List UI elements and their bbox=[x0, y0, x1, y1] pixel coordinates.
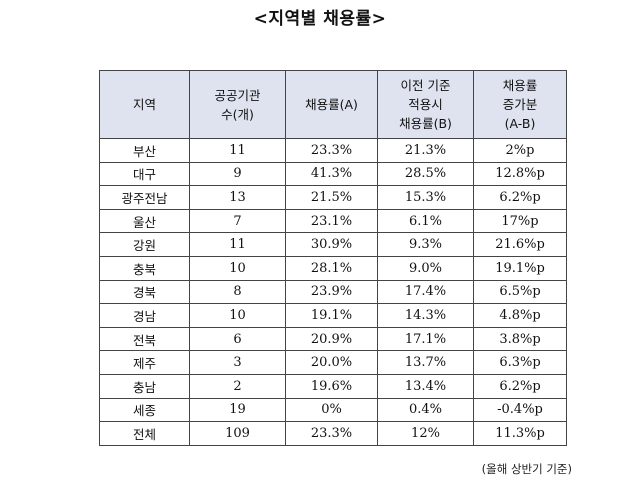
cell-hiring-rate-b: 9.0% bbox=[377, 255, 474, 281]
cell-agency-count: 2 bbox=[189, 373, 286, 399]
cell-hiring-rate-b: 17.4% bbox=[377, 279, 474, 305]
cell-agency-count: 11 bbox=[189, 138, 286, 163]
cell-rate-increase: -0.4%p bbox=[473, 397, 567, 423]
cell-hiring-rate-a: 41.3% bbox=[285, 161, 378, 187]
table-row: 전북 6 20.9% 17.1% 3.8%p bbox=[99, 326, 567, 352]
cell-rate-increase: 12.8%p bbox=[473, 161, 567, 187]
table-row: 경남 10 19.1% 14.3% 4.8%p bbox=[99, 303, 567, 328]
cell-agency-count: 109 bbox=[189, 421, 286, 446]
cell-hiring-rate-a: 19.1% bbox=[285, 303, 378, 328]
table-row: 강원 11 30.9% 9.3% 21.6%p bbox=[99, 232, 567, 257]
cell-rate-increase: 6.3%p bbox=[473, 350, 567, 375]
cell-hiring-rate-b: 0.4% bbox=[377, 397, 474, 423]
table-row: 제주 3 20.0% 13.7% 6.3%p bbox=[99, 350, 567, 375]
cell-hiring-rate-a: 21.5% bbox=[285, 185, 378, 210]
cell-rate-increase: 11.3%p bbox=[473, 421, 567, 446]
cell-hiring-rate-b: 15.3% bbox=[377, 185, 474, 210]
cell-agency-count: 10 bbox=[189, 255, 286, 281]
footnote: (올해 상반기 기준) bbox=[481, 462, 572, 476]
table-row: 세종 19 0% 0.4% -0.4%p bbox=[99, 397, 567, 423]
table-row-total: 전체 109 23.3% 12% 11.3%p bbox=[99, 421, 567, 446]
cell-hiring-rate-a: 30.9% bbox=[285, 232, 378, 257]
cell-hiring-rate-a: 23.3% bbox=[285, 138, 378, 163]
cell-hiring-rate-b: 6.1% bbox=[377, 208, 474, 234]
cell-agency-count: 13 bbox=[189, 185, 286, 210]
table-row: 부산 11 23.3% 21.3% 2%p bbox=[99, 138, 567, 163]
header-rate-increase: 채용률 증가분 (A-B) bbox=[473, 70, 567, 139]
table-row: 충북 10 28.1% 9.0% 19.1%p bbox=[99, 255, 567, 281]
cell-agency-count: 8 bbox=[189, 279, 286, 305]
cell-rate-increase: 19.1%p bbox=[473, 255, 567, 281]
cell-hiring-rate-b: 12% bbox=[377, 421, 474, 446]
cell-region: 전북 bbox=[99, 326, 190, 352]
cell-hiring-rate-a: 23.3% bbox=[285, 421, 378, 446]
table-body: 부산 11 23.3% 21.3% 2%p 대구 9 41.3% 28.5% 12.8%p 광주전남… bbox=[99, 138, 567, 446]
cell-rate-increase: 6.2%p bbox=[473, 373, 567, 399]
table-row: 광주전남 13 21.5% 15.3% 6.2%p bbox=[99, 185, 567, 210]
cell-hiring-rate-a: 23.9% bbox=[285, 279, 378, 305]
cell-agency-count: 9 bbox=[189, 161, 286, 187]
cell-hiring-rate-b: 9.3% bbox=[377, 232, 474, 257]
cell-rate-increase: 21.6%p bbox=[473, 232, 567, 257]
cell-agency-count: 10 bbox=[189, 303, 286, 328]
table-row: 대구 9 41.3% 28.5% 12.8%p bbox=[99, 161, 567, 187]
cell-hiring-rate-a: 19.6% bbox=[285, 373, 378, 399]
cell-hiring-rate-a: 28.1% bbox=[285, 255, 378, 281]
table-row: 울산 7 23.1% 6.1% 17%p bbox=[99, 208, 567, 234]
cell-agency-count: 3 bbox=[189, 350, 286, 375]
header-hiring-rate-a: 채용률(A) bbox=[285, 70, 378, 139]
header-agency-count: 공공기관 수(개) bbox=[189, 70, 286, 139]
cell-agency-count: 6 bbox=[189, 326, 286, 352]
cell-agency-count: 11 bbox=[189, 232, 286, 257]
table-row: 경북 8 23.9% 17.4% 6.5%p bbox=[99, 279, 567, 305]
document-title: <지역별 채용률> bbox=[253, 9, 387, 29]
cell-hiring-rate-b: 28.5% bbox=[377, 161, 474, 187]
cell-hiring-rate-a: 23.1% bbox=[285, 208, 378, 234]
cell-rate-increase: 17%p bbox=[473, 208, 567, 234]
cell-hiring-rate-a: 0% bbox=[285, 397, 378, 423]
cell-region: 강원 bbox=[99, 232, 190, 257]
cell-rate-increase: 6.2%p bbox=[473, 185, 567, 210]
cell-hiring-rate-b: 17.1% bbox=[377, 326, 474, 352]
cell-hiring-rate-b: 14.3% bbox=[377, 303, 474, 328]
cell-region: 충북 bbox=[99, 255, 190, 281]
cell-hiring-rate-b: 13.4% bbox=[377, 373, 474, 399]
header-region: 지역 bbox=[99, 70, 190, 139]
cell-hiring-rate-a: 20.9% bbox=[285, 326, 378, 352]
cell-region: 광주전남 bbox=[99, 185, 190, 210]
cell-hiring-rate-b: 13.7% bbox=[377, 350, 474, 375]
cell-agency-count: 19 bbox=[189, 397, 286, 423]
cell-region: 전체 bbox=[99, 421, 190, 446]
header-hiring-rate-b: 이전 기준 적용시 채용률(B) bbox=[377, 70, 474, 139]
cell-region: 제주 bbox=[99, 350, 190, 375]
cell-rate-increase: 3.8%p bbox=[473, 326, 567, 352]
cell-region: 경남 bbox=[99, 303, 190, 328]
cell-agency-count: 7 bbox=[189, 208, 286, 234]
cell-rate-increase: 2%p bbox=[473, 138, 567, 163]
cell-region: 경북 bbox=[99, 279, 190, 305]
cell-region: 울산 bbox=[99, 208, 190, 234]
cell-rate-increase: 4.8%p bbox=[473, 303, 567, 328]
cell-region: 대구 bbox=[99, 161, 190, 187]
table-row: 충남 2 19.6% 13.4% 6.2%p bbox=[99, 373, 567, 399]
cell-hiring-rate-a: 20.0% bbox=[285, 350, 378, 375]
cell-region: 부산 bbox=[99, 138, 190, 163]
table-header-row: 지역 공공기관 수(개) 채용률(A) 이전 기준 적용시 채용률(B) 채용률… bbox=[99, 70, 567, 139]
cell-region: 충남 bbox=[99, 373, 190, 399]
cell-region: 세종 bbox=[99, 397, 190, 423]
cell-rate-increase: 6.5%p bbox=[473, 279, 567, 305]
cell-hiring-rate-b: 21.3% bbox=[377, 138, 474, 163]
hiring-rate-table: 지역 공공기관 수(개) 채용률(A) 이전 기준 적용시 채용률(B) 채용률… bbox=[99, 70, 567, 446]
